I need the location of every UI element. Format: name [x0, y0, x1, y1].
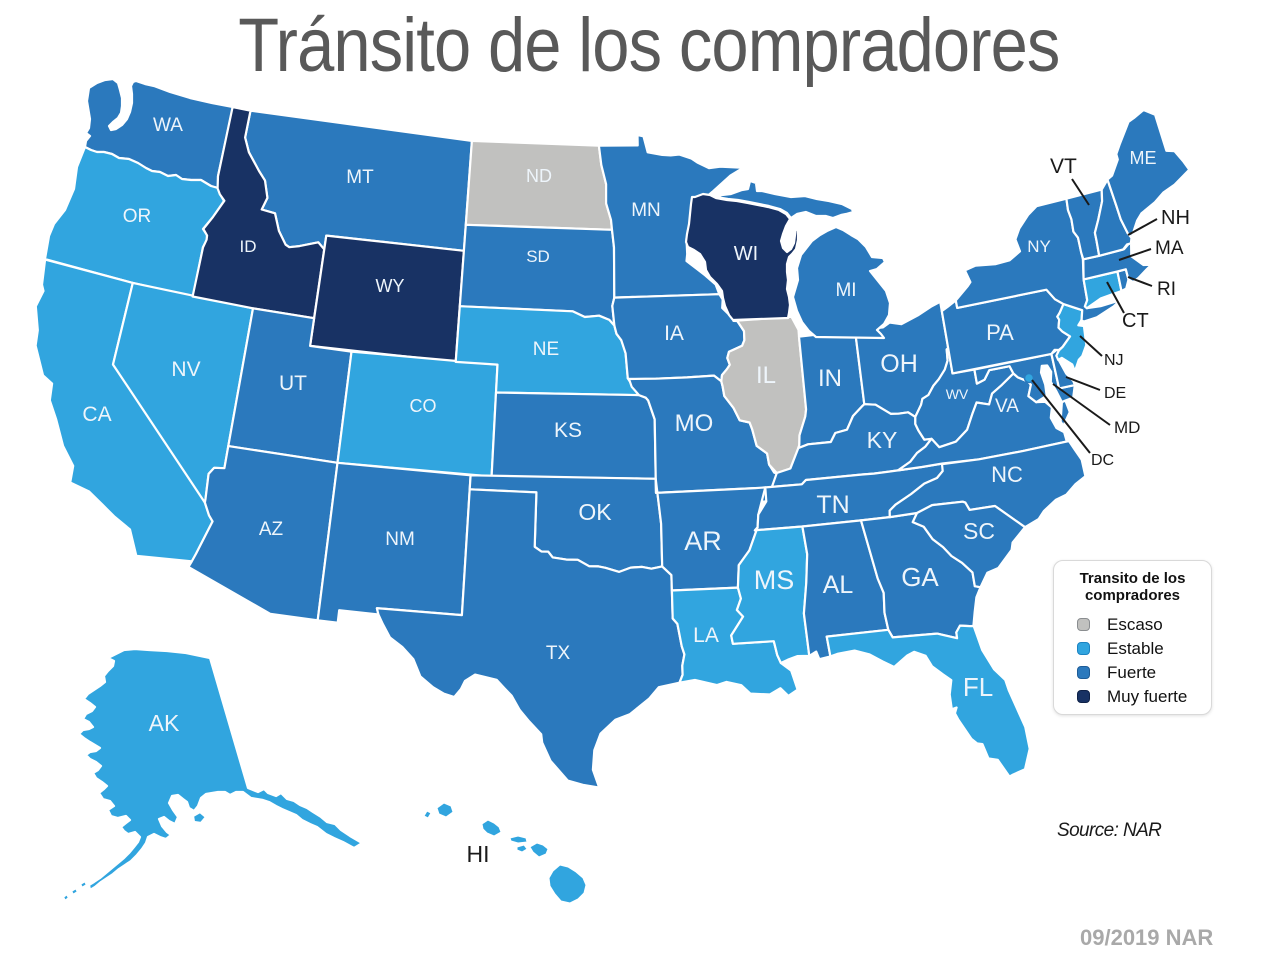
svg-text:VT: VT	[1050, 155, 1077, 178]
svg-text:NY: NY	[1027, 237, 1051, 256]
svg-text:MI: MI	[835, 280, 856, 301]
svg-text:NM: NM	[385, 529, 415, 550]
svg-text:NJ: NJ	[1104, 352, 1124, 369]
svg-text:WA: WA	[153, 115, 183, 136]
svg-text:TN: TN	[816, 491, 849, 519]
svg-text:MS: MS	[754, 565, 795, 595]
svg-text:OR: OR	[123, 206, 152, 227]
svg-text:DE: DE	[1104, 385, 1126, 402]
svg-text:NH: NH	[1161, 207, 1190, 229]
svg-text:LA: LA	[693, 624, 719, 647]
svg-text:ID: ID	[240, 237, 257, 256]
svg-text:MA: MA	[1155, 238, 1184, 259]
svg-text:RI: RI	[1157, 279, 1176, 300]
svg-text:DC: DC	[1091, 452, 1114, 469]
svg-text:AL: AL	[823, 571, 854, 599]
svg-text:MO: MO	[675, 410, 714, 437]
svg-text:GA: GA	[901, 562, 939, 592]
svg-text:ME: ME	[1130, 148, 1157, 168]
svg-text:NC: NC	[991, 462, 1023, 487]
svg-text:UT: UT	[279, 372, 307, 395]
svg-text:WI: WI	[734, 243, 758, 265]
svg-text:OH: OH	[880, 350, 918, 378]
svg-text:AZ: AZ	[259, 519, 284, 540]
svg-text:MT: MT	[346, 167, 374, 188]
svg-text:AK: AK	[149, 710, 180, 736]
svg-text:FL: FL	[963, 672, 993, 702]
svg-text:IN: IN	[818, 365, 842, 392]
svg-text:AR: AR	[684, 526, 722, 556]
svg-text:SC: SC	[963, 518, 995, 544]
svg-text:CA: CA	[82, 403, 111, 426]
svg-text:CT: CT	[1122, 310, 1149, 332]
svg-text:HI: HI	[467, 841, 490, 867]
svg-text:MD: MD	[1114, 418, 1140, 437]
svg-text:NV: NV	[171, 358, 200, 381]
svg-text:IL: IL	[756, 362, 776, 389]
svg-text:KY: KY	[867, 427, 898, 453]
svg-text:MN: MN	[631, 200, 661, 221]
svg-text:NE: NE	[533, 339, 559, 360]
svg-text:WV: WV	[946, 386, 969, 402]
svg-text:CO: CO	[410, 396, 437, 416]
svg-text:TX: TX	[546, 643, 571, 664]
svg-text:SD: SD	[526, 247, 550, 266]
svg-text:ND: ND	[526, 166, 552, 186]
svg-text:WY: WY	[376, 276, 405, 296]
svg-text:KS: KS	[554, 419, 582, 442]
svg-text:OK: OK	[578, 499, 612, 525]
svg-text:IA: IA	[664, 322, 684, 345]
svg-text:VA: VA	[995, 396, 1019, 417]
svg-text:PA: PA	[986, 320, 1014, 345]
